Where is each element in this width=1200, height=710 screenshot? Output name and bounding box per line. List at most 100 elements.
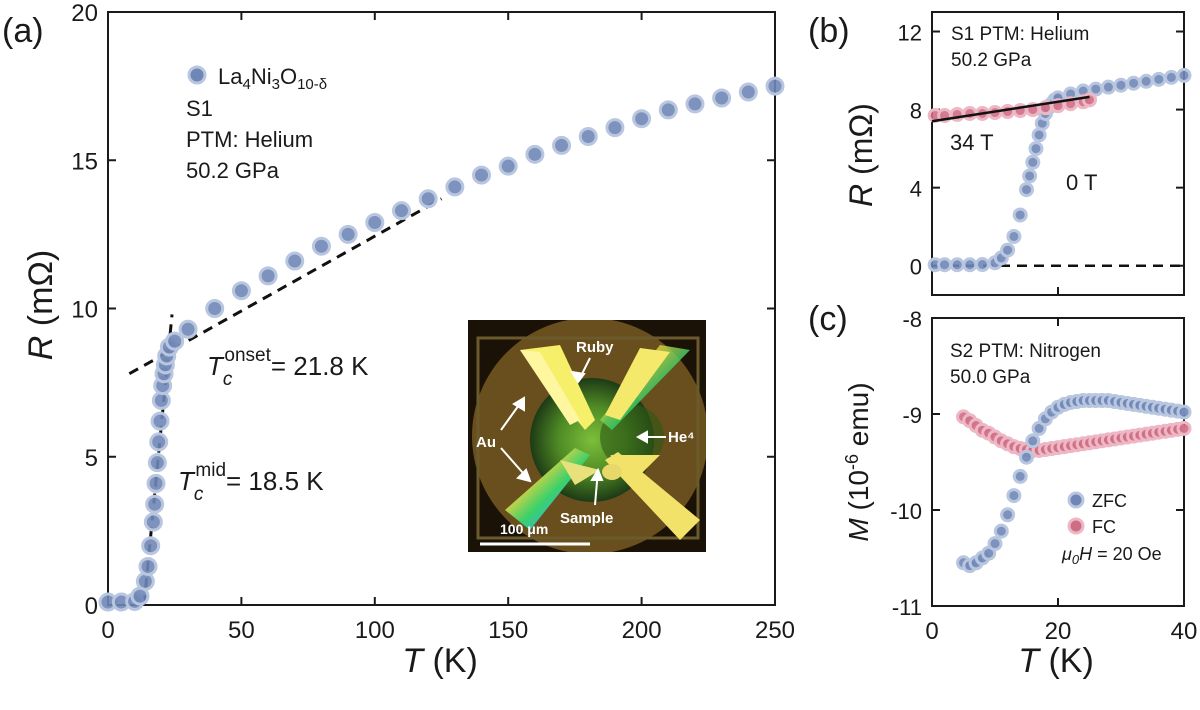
legend-label-la4ni3o10: La4Ni3O10-δ bbox=[218, 64, 327, 93]
panel-a-point bbox=[685, 94, 705, 114]
panel-b-point-0t bbox=[1126, 75, 1142, 91]
panel-c-point-zfc bbox=[1025, 433, 1041, 449]
panel-a-xtick-label: 250 bbox=[755, 617, 795, 644]
panel-label-b: (b) bbox=[808, 12, 850, 50]
panel-a-xtick-label: 200 bbox=[622, 617, 662, 644]
panel-b-point-0t bbox=[1000, 242, 1016, 258]
panel-b-point-0t bbox=[949, 257, 965, 273]
panel-c-xlabel: T (K) bbox=[1018, 642, 1094, 680]
panel-a-ylabel: R (mΩ) bbox=[22, 250, 60, 360]
panel-b-label-34t: 34 T bbox=[950, 130, 994, 155]
panel-a-point bbox=[658, 100, 678, 120]
panel-a-point bbox=[149, 432, 169, 452]
panel-c-legend-line1: S2 PTM: Nitrogen bbox=[950, 341, 1101, 362]
panel-a-point bbox=[525, 144, 545, 164]
panel-a-point bbox=[365, 213, 385, 233]
panel-a-point bbox=[765, 76, 785, 96]
panel-a-ytick-label: 5 bbox=[85, 445, 98, 472]
panel-a: 0 50 100 150 200 250 0 5 10 15 20 T (K) R (mΩ) La4… bbox=[22, 0, 795, 680]
panel-b-point-0t bbox=[1163, 69, 1179, 85]
panel-a-xlabel: T (K) bbox=[402, 642, 478, 680]
panel-b-ytick-label: 0 bbox=[910, 255, 922, 280]
panel-a-point bbox=[138, 556, 158, 576]
panel-c: 0 20 40 -8 -9 -10 -11 T (K) M (10-6 emu) S2 PT… bbox=[842, 307, 1197, 680]
panel-b-ytick-label: 4 bbox=[910, 177, 922, 202]
panel-a-point bbox=[146, 473, 166, 493]
panel-b-fit-line bbox=[931, 95, 1090, 123]
panel-b-ytick-label: 12 bbox=[898, 21, 922, 46]
panel-label-c: (c) bbox=[808, 300, 848, 338]
panel-b-ytick-label: 8 bbox=[910, 99, 922, 124]
panel-c-point-zfc bbox=[1176, 404, 1192, 420]
panel-b-point-0t bbox=[1151, 71, 1167, 87]
panel-a-ytick-label: 20 bbox=[71, 0, 98, 27]
panel-a-point bbox=[285, 251, 305, 271]
panel-a-point bbox=[605, 118, 625, 138]
panel-c-xtick-label: 0 bbox=[925, 618, 938, 645]
panel-b-point-0t bbox=[1006, 228, 1022, 244]
panel-a-point bbox=[338, 224, 358, 244]
panel-c-legend-line2: 50.0 GPa bbox=[950, 367, 1031, 388]
panel-b-point-0t bbox=[1113, 77, 1129, 93]
panel-b-label-0t: 0 T bbox=[1066, 170, 1097, 195]
panel-a-xtick-label: 150 bbox=[488, 617, 528, 644]
panel-a-xtick-label: 0 bbox=[101, 617, 114, 644]
panel-a-point bbox=[712, 88, 732, 108]
panel-c-point-zfc bbox=[1006, 488, 1022, 504]
legend-label-fc: FC bbox=[1092, 517, 1116, 537]
panel-a-data-points bbox=[98, 76, 785, 612]
panel-a-point bbox=[165, 331, 185, 351]
panel-c-point-fc bbox=[1176, 420, 1192, 436]
panel-c-data-points bbox=[956, 393, 1192, 574]
panel-b-point-0t bbox=[1028, 141, 1044, 157]
panel-a-point bbox=[472, 165, 492, 185]
panel-b: 0 4 8 12 R (mΩ) S1 PTM: Helium 50.2 GPa 34 … bbox=[843, 11, 1192, 296]
panel-a-ytick-label: 15 bbox=[71, 148, 98, 175]
panel-a-point bbox=[135, 571, 155, 591]
legend-marker-fc bbox=[1067, 517, 1085, 535]
annotation-tc-mid: Tcmid= 18.5 K bbox=[178, 460, 324, 505]
panel-c-point-zfc bbox=[1000, 507, 1016, 523]
panel-a-point bbox=[143, 512, 163, 532]
panel-a-pressure: 50.2 GPa bbox=[186, 158, 280, 183]
panel-a-ticks: 0 50 100 150 200 250 0 5 10 15 20 bbox=[71, 0, 795, 644]
panel-a-ytick-label: 10 bbox=[71, 297, 98, 324]
legend-marker-la4ni3o10 bbox=[187, 65, 207, 85]
panel-a-point bbox=[552, 135, 572, 155]
panel-a-ptm: PTM: Helium bbox=[186, 127, 313, 152]
inset-label-he4: He⁴ bbox=[668, 429, 695, 446]
panel-a-point bbox=[391, 201, 411, 221]
panel-b-point-0t bbox=[1022, 168, 1038, 184]
panel-a-point bbox=[445, 177, 465, 197]
panel-a-point bbox=[578, 127, 598, 147]
panel-c-ytick-label: -9 bbox=[902, 403, 922, 428]
panel-c-ticks: 0 20 40 -8 -9 -10 -11 bbox=[890, 307, 1197, 645]
panel-a-point bbox=[311, 236, 331, 256]
panel-c-point-zfc bbox=[1012, 468, 1028, 484]
annotation-tc-onset: Tconset= 21.8 K bbox=[207, 345, 369, 390]
panel-b-point-0t bbox=[1025, 154, 1041, 170]
panel-c-ylabel: M (10-6 emu) bbox=[842, 382, 874, 541]
panel-b-point-0t bbox=[1031, 127, 1047, 143]
inset-label-ruby: Ruby bbox=[576, 339, 614, 356]
panel-a-point bbox=[258, 266, 278, 286]
panel-a-ytick-label: 0 bbox=[85, 593, 98, 620]
panel-b-point-34t bbox=[962, 105, 978, 121]
panel-c-point-zfc bbox=[987, 536, 1003, 552]
panel-a-point bbox=[178, 319, 198, 339]
inset-label-sample: Sample bbox=[560, 510, 613, 527]
legend-marker-zfc bbox=[1067, 491, 1085, 509]
panel-b-legend-line1: S1 PTM: Helium bbox=[951, 24, 1089, 45]
panel-b-ylabel: R (mΩ) bbox=[843, 103, 879, 207]
legend-label-zfc: ZFC bbox=[1092, 491, 1127, 511]
panel-b-point-0t bbox=[974, 257, 990, 273]
panel-a-point bbox=[498, 156, 518, 176]
panel-c-ytick-label: -10 bbox=[890, 499, 922, 524]
panel-c-xtick-label: 40 bbox=[1171, 618, 1198, 645]
panel-b-point-0t bbox=[962, 257, 978, 273]
panel-a-point bbox=[205, 299, 225, 318]
panel-b-point-0t bbox=[1019, 182, 1034, 198]
panel-b-point-0t bbox=[1138, 73, 1154, 89]
